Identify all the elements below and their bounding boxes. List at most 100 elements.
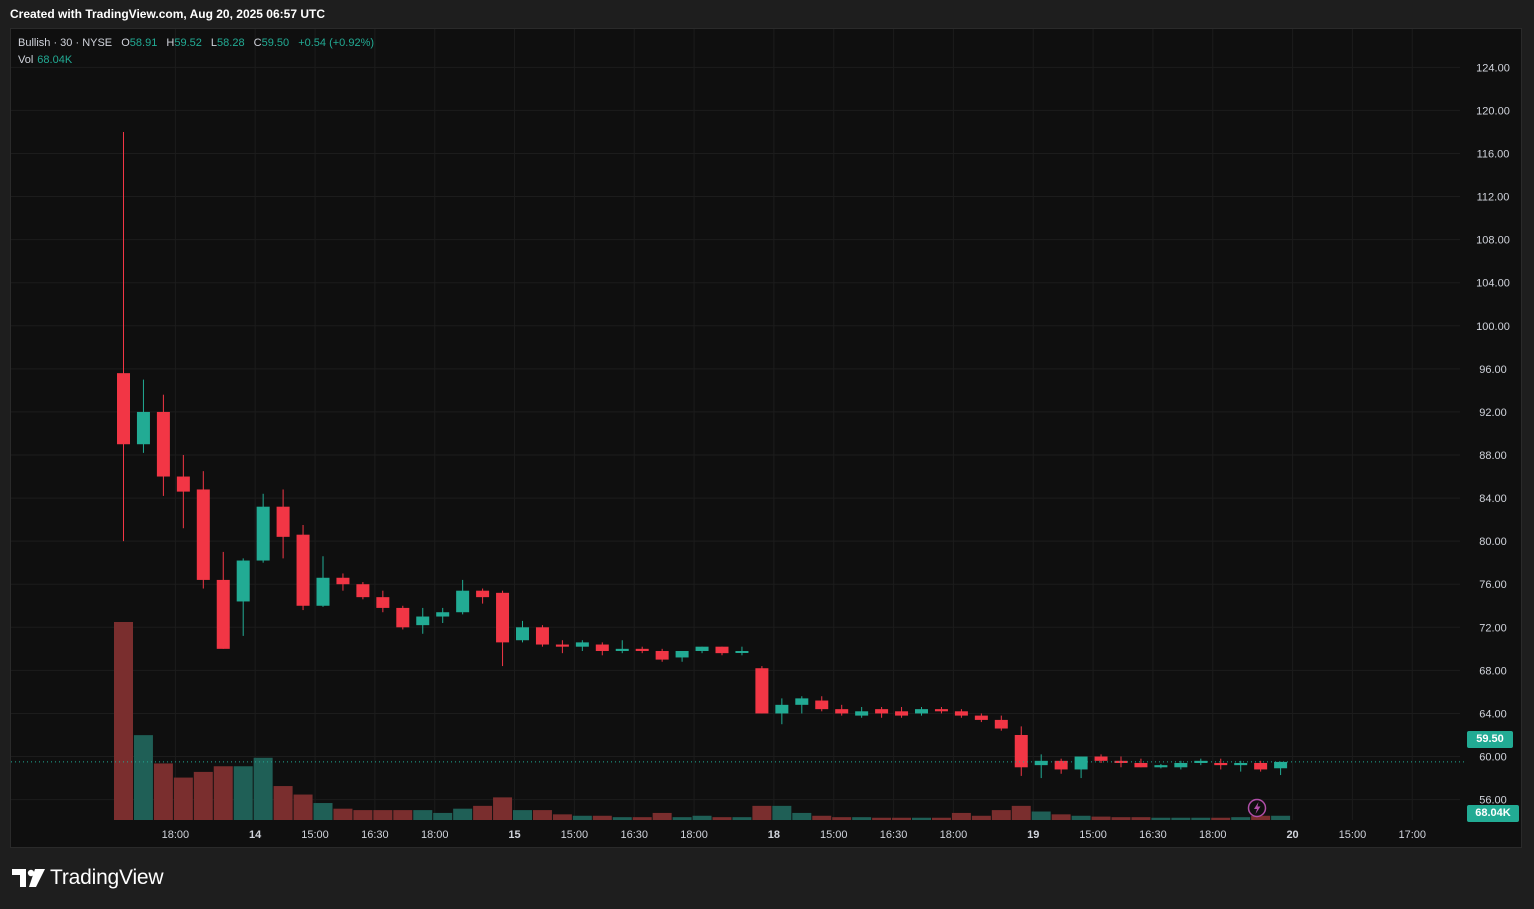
candle-body: [1114, 760, 1128, 763]
y-axis-tick-label: 120.00: [1476, 105, 1510, 117]
volume-bar: [872, 817, 892, 820]
x-axis-tick-label: 15:00: [1339, 829, 1367, 841]
volume-bar: [1251, 815, 1271, 820]
candle-body: [974, 715, 988, 720]
y-axis-tick-label: 124.00: [1476, 62, 1510, 74]
volume-bar: [313, 803, 333, 820]
volume-bar: [712, 817, 732, 820]
volume-bar: [513, 810, 532, 820]
low-key: L: [210, 37, 218, 49]
volume-bar: [1211, 817, 1231, 820]
x-axis-tick-label: 15:00: [1079, 829, 1107, 841]
y-axis-tick-label: 116.00: [1477, 148, 1510, 160]
candle-body: [954, 711, 968, 716]
candle-body: [216, 579, 230, 649]
volume-bar: [1091, 816, 1111, 820]
candle-body: [1034, 760, 1048, 766]
volume-bar: [1051, 814, 1071, 820]
candle-body: [915, 709, 928, 714]
volume-bar: [1231, 817, 1251, 820]
volume-bar: [592, 815, 612, 820]
volume-bar: [612, 817, 632, 820]
candle-body: [535, 627, 549, 645]
volume-bar: [852, 817, 872, 820]
candle-body: [695, 646, 709, 651]
volume-bar: [892, 817, 912, 820]
volume-bar: [931, 817, 951, 820]
y-axis-tick-label: 72.00: [1479, 622, 1507, 634]
y-axis-tick-label: 80.00: [1479, 536, 1507, 548]
candle-body: [1054, 760, 1068, 770]
candle-body: [655, 650, 669, 660]
volume-bar: [1111, 817, 1131, 820]
symbol-label[interactable]: Bullish · 30 · NYSE: [18, 37, 113, 49]
tradingview-logo-icon: [12, 869, 45, 887]
candle-body: [476, 590, 490, 598]
volume-bar: [991, 810, 1011, 820]
candle-body: [675, 650, 689, 658]
candle-body: [1094, 756, 1108, 761]
volume-bar: [373, 810, 393, 820]
candle-body: [356, 584, 370, 598]
candle-body: [595, 644, 609, 651]
ohlc-row: Bullish · 30 · NYSE O58.91 H59.52 L58.28…: [18, 35, 374, 52]
volume-value: 68.04K: [37, 54, 73, 66]
y-axis-tick-label: 76.00: [1479, 579, 1507, 591]
y-axis-tick-label: 96.00: [1479, 364, 1507, 376]
close-key: C: [253, 37, 262, 49]
volume-bar: [393, 810, 413, 820]
x-axis-tick-label: 15:00: [820, 829, 848, 841]
candle-body: [875, 709, 889, 714]
x-axis-tick-label: 19: [1027, 829, 1039, 841]
candle-body: [635, 648, 649, 651]
candle-body: [136, 411, 150, 445]
volume-row: Vol 68.04K: [18, 52, 374, 69]
open-key: O: [121, 37, 130, 49]
candle-body: [934, 709, 948, 712]
volume-bar: [433, 812, 453, 820]
volume-bar: [1071, 815, 1091, 820]
x-axis-tick-label: 16:30: [361, 829, 389, 841]
candle-body: [735, 650, 749, 653]
y-axis-tick-label: 88.00: [1479, 450, 1507, 462]
candle-body: [1274, 761, 1288, 769]
candle-body: [575, 642, 589, 647]
volume-bar: [1011, 805, 1031, 820]
y-axis-tick-label: 64.00: [1479, 708, 1507, 720]
volume-bar: [333, 808, 353, 820]
x-axis-tick-label: 18:00: [680, 829, 708, 841]
volume-bar: [692, 815, 712, 820]
volume-bar: [652, 812, 672, 820]
candle-body: [1134, 762, 1148, 768]
volume-bar: [572, 815, 592, 820]
volume-bar: [1151, 817, 1171, 820]
y-axis-tick-label: 60.00: [1479, 752, 1507, 764]
candle-body: [456, 590, 470, 613]
candle-body: [1174, 762, 1188, 768]
volume-bar: [552, 814, 572, 820]
created-with-label: Created with TradingView.com, Aug 20, 20…: [10, 7, 325, 21]
y-axis-tick-label: 104.00: [1476, 278, 1510, 290]
chart-legend: Bullish · 30 · NYSE O58.91 H59.52 L58.28…: [18, 35, 374, 69]
last-price-tag: 59.50: [1467, 731, 1513, 748]
volume-bar: [453, 808, 473, 820]
candle-body: [316, 577, 330, 606]
volume-key[interactable]: Vol: [18, 54, 34, 66]
x-axis-tick-label: 20: [1286, 829, 1298, 841]
candle-body: [276, 506, 290, 537]
volume-bar: [912, 817, 931, 820]
volume-bar: [493, 797, 513, 820]
candle-body: [436, 612, 450, 617]
last-volume-tag: 68.04K: [1467, 805, 1519, 822]
open-value: 58.91: [129, 37, 158, 49]
candle-body: [895, 711, 909, 716]
volume-bar: [213, 766, 233, 820]
volume-bar: [971, 815, 991, 820]
candle-body: [496, 592, 510, 643]
candle-body: [516, 627, 529, 641]
x-axis-tick-label: 16:30: [1139, 829, 1167, 841]
volume-bar: [812, 815, 832, 820]
tradingview-brand[interactable]: TradingView: [12, 866, 164, 890]
volume-bar: [193, 771, 213, 820]
